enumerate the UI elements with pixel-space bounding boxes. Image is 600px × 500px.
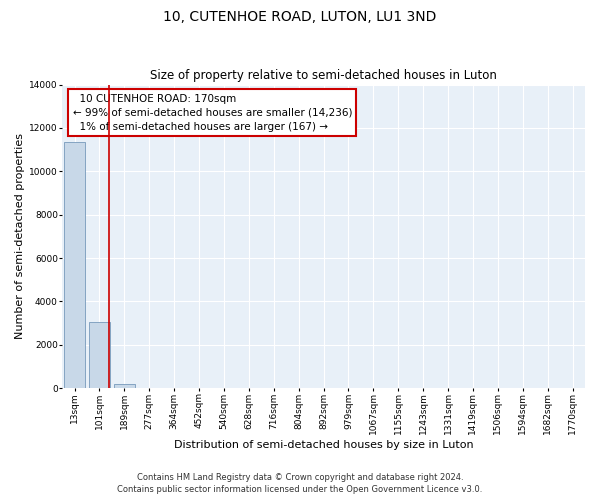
Text: 10 CUTENHOE ROAD: 170sqm  
← 99% of semi-detached houses are smaller (14,236)
  : 10 CUTENHOE ROAD: 170sqm ← 99% of semi-d… — [73, 94, 352, 132]
Title: Size of property relative to semi-detached houses in Luton: Size of property relative to semi-detach… — [150, 69, 497, 82]
Text: 10, CUTENHOE ROAD, LUTON, LU1 3ND: 10, CUTENHOE ROAD, LUTON, LU1 3ND — [163, 10, 437, 24]
X-axis label: Distribution of semi-detached houses by size in Luton: Distribution of semi-detached houses by … — [174, 440, 473, 450]
Text: Contains HM Land Registry data © Crown copyright and database right 2024.
Contai: Contains HM Land Registry data © Crown c… — [118, 472, 482, 494]
Bar — [64, 142, 85, 388]
Bar — [114, 384, 135, 388]
Y-axis label: Number of semi-detached properties: Number of semi-detached properties — [15, 134, 25, 340]
Bar — [89, 322, 110, 388]
